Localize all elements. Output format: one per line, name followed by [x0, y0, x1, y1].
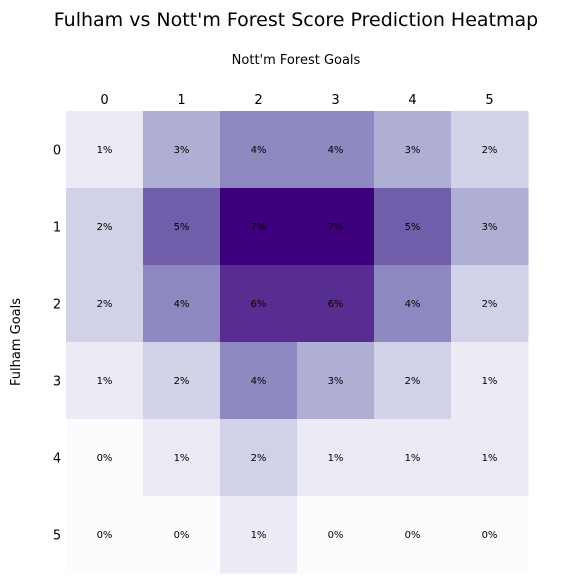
cell-value-label: 4% — [251, 376, 267, 387]
x-tick-label: 5 — [485, 93, 493, 108]
cell-value-label: 1% — [251, 530, 267, 541]
heatmap-cell — [220, 419, 298, 497]
cell-value-label: 2% — [482, 145, 498, 156]
heatmap-cell — [66, 419, 144, 497]
heatmap-cell — [143, 265, 221, 343]
cell-value-label: 2% — [251, 453, 267, 464]
heatmap-cell — [66, 496, 144, 574]
heatmap-cell — [143, 342, 221, 420]
cell-value-label: 1% — [405, 453, 421, 464]
y-tick-label: 5 — [53, 529, 61, 544]
y-tick-label: 0 — [53, 144, 61, 159]
heatmap-cell — [374, 496, 452, 574]
heatmap-cell — [451, 342, 529, 420]
heatmap-cell — [374, 188, 452, 266]
heatmap-cell — [451, 111, 529, 189]
cell-value-label: 1% — [97, 376, 113, 387]
heatmap-cell — [220, 342, 298, 420]
heatmap-cell — [66, 342, 144, 420]
x-tick-label: 3 — [331, 93, 339, 108]
cell-value-label: 4% — [405, 299, 421, 310]
heatmap-cell — [220, 265, 298, 343]
cell-value-label: 0% — [97, 530, 113, 541]
cell-value-label: 4% — [251, 145, 267, 156]
heatmap-cell — [297, 265, 375, 343]
y-tick-label: 1 — [53, 221, 61, 236]
x-tick-label: 1 — [177, 93, 185, 108]
cell-value-label: 2% — [405, 376, 421, 387]
heatmap-cell — [374, 111, 452, 189]
x-tick-label: 4 — [408, 93, 416, 108]
cell-value-label: 2% — [97, 222, 113, 233]
cell-value-label: 1% — [482, 376, 498, 387]
heatmap-cell — [297, 419, 375, 497]
cell-value-label: 2% — [174, 376, 190, 387]
cell-value-label: 3% — [328, 376, 344, 387]
y-tick-labels: 0 1 2 3 4 5 — [53, 144, 61, 544]
chart-title: Fulham vs Nott'm Forest Score Prediction… — [54, 9, 538, 31]
heatmap-cell — [143, 111, 221, 189]
cell-value-label: 3% — [174, 145, 190, 156]
cell-value-label: 2% — [482, 299, 498, 310]
cell-value-label: 0% — [482, 530, 498, 541]
heatmap-cell-labels: 1% 3% 4% 4% 3% 2% 2% 5% 7% 7% 5% 3% 2% 4% 6% 6% 4% 2% 1% 2%… — [97, 145, 498, 541]
y-tick-label: 3 — [53, 375, 61, 390]
heatmap-cell — [143, 496, 221, 574]
heatmap-cell — [66, 265, 144, 343]
cell-value-label: 7% — [251, 222, 267, 233]
cell-value-label: 2% — [97, 299, 113, 310]
cell-value-label: 5% — [405, 222, 421, 233]
cell-value-label: 6% — [328, 299, 344, 310]
heatmap-cell — [220, 496, 298, 574]
heatmap-cell — [451, 265, 529, 343]
cell-value-label: 6% — [251, 299, 267, 310]
heatmap-cell — [451, 496, 529, 574]
cell-value-label: 1% — [482, 453, 498, 464]
cell-value-label: 0% — [97, 453, 113, 464]
x-tick-label: 2 — [254, 93, 262, 108]
heatmap-cell — [66, 111, 144, 189]
heatmap-cell — [143, 419, 221, 497]
heatmap-cell — [297, 496, 375, 574]
heatmap-cell — [143, 188, 221, 266]
heatmap-cell — [451, 419, 529, 497]
cell-value-label: 3% — [482, 222, 498, 233]
x-tick-label: 0 — [100, 93, 108, 108]
cell-value-label: 0% — [328, 530, 344, 541]
heatmap-cell — [374, 419, 452, 497]
cell-value-label: 1% — [328, 453, 344, 464]
cell-value-label: 0% — [174, 530, 190, 541]
y-tick-label: 4 — [53, 452, 61, 467]
heatmap-cell — [374, 265, 452, 343]
y-axis-label: Fulham Goals — [9, 298, 24, 386]
heatmap-cell — [66, 188, 144, 266]
heatmap-cell — [220, 111, 298, 189]
cell-value-label: 1% — [97, 145, 113, 156]
x-axis-label: Nott'm Forest Goals — [232, 53, 361, 68]
y-tick-label: 2 — [53, 298, 61, 313]
heatmap-cell — [374, 342, 452, 420]
cell-value-label: 4% — [174, 299, 190, 310]
x-tick-labels: 0 1 2 3 4 5 — [100, 93, 493, 108]
cell-value-label: 3% — [405, 145, 421, 156]
heatmap-cell — [451, 188, 529, 266]
cell-value-label: 1% — [174, 453, 190, 464]
heatmap-cell — [220, 188, 298, 266]
heatmap-cell — [297, 111, 375, 189]
cell-value-label: 5% — [174, 222, 190, 233]
heatmap-cell — [297, 342, 375, 420]
heatmap-cells — [66, 111, 529, 574]
cell-value-label: 4% — [328, 145, 344, 156]
cell-value-label: 0% — [405, 530, 421, 541]
cell-value-label: 7% — [328, 222, 344, 233]
heatmap-cell — [297, 188, 375, 266]
